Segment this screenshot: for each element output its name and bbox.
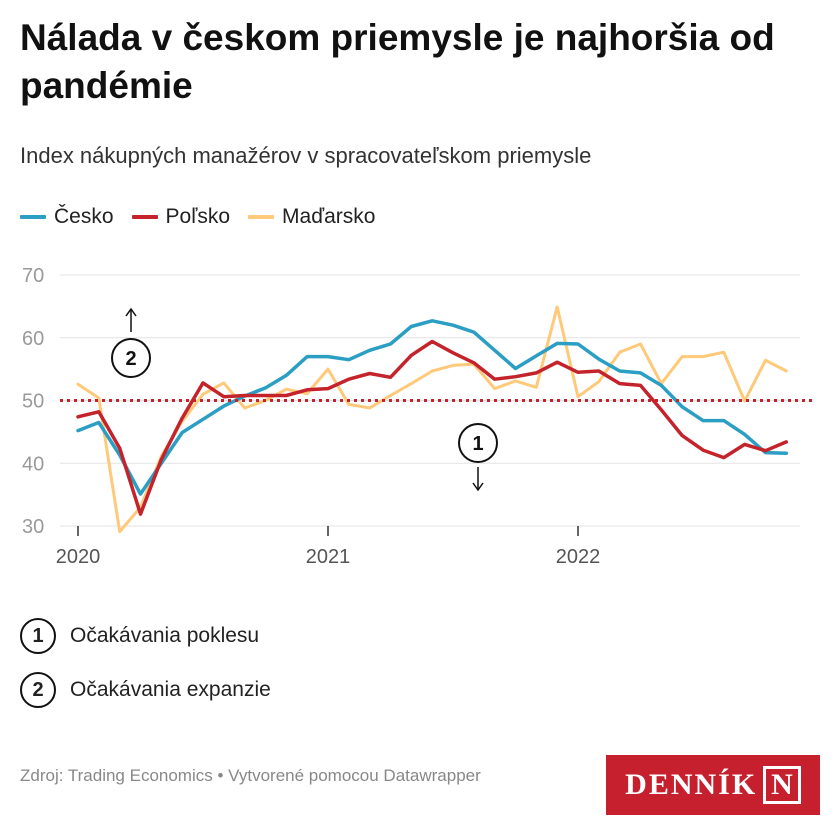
legend-item-cesko: Česko	[20, 205, 114, 229]
annotation-arrowhead-down	[472, 482, 484, 492]
y-tick-label-60: 60	[22, 328, 44, 350]
logo-wordmark: DENNÍK	[625, 768, 758, 801]
x-tick-label-2020: 2020	[56, 546, 101, 568]
y-tick-label-50: 50	[22, 391, 44, 413]
annotation-notes: 1 Očakávania poklesu 2 Očakávania expanz…	[20, 615, 271, 723]
series-line-poľsko	[76, 339, 789, 516]
note-text-expansion: Očakávania expanzie	[70, 678, 271, 701]
note-number-1: 1	[20, 618, 56, 654]
line-chart: 30 40 50 60 70 2020 2021 2022 2 1	[22, 265, 812, 568]
annotation-circle-2	[111, 338, 151, 378]
note-expansion: 2 Očakávania expanzie	[20, 669, 271, 711]
logo-letter-box: N	[763, 766, 801, 804]
legend: Česko Poľsko Maďarsko	[20, 205, 375, 229]
dennik-n-logo[interactable]: DENNÍK N	[606, 755, 820, 815]
annotation-arrowhead-up	[125, 307, 137, 317]
y-tick-label-70: 70	[22, 265, 44, 287]
legend-label-polsko: Poľsko	[165, 205, 231, 228]
legend-label-madarsko: Maďarsko	[282, 205, 376, 228]
series-line-maďarsko	[76, 305, 788, 534]
legend-label-cesko: Česko	[54, 205, 114, 228]
chart-title: Nálada v českom priemysle je najhoršia o…	[20, 17, 775, 106]
y-tick-label-40: 40	[22, 453, 44, 475]
annotation-circle-1	[458, 423, 498, 463]
note-text-decline: Očakávania poklesu	[70, 624, 260, 647]
x-tick-label-2021: 2021	[306, 546, 351, 568]
legend-swatch-polsko	[131, 215, 158, 219]
series-line-česko	[76, 319, 789, 496]
annotation-number-2: 2	[125, 348, 136, 370]
x-tick-label-2022: 2022	[556, 546, 601, 568]
y-tick-label-30: 30	[22, 516, 44, 538]
legend-item-madarsko: Maďarsko	[248, 205, 375, 229]
legend-swatch-madarsko	[248, 215, 275, 219]
note-number-2: 2	[20, 672, 56, 708]
annotation-number-1: 1	[472, 433, 483, 455]
chart-subtitle: Index nákupných manažérov v spracovateľs…	[20, 143, 592, 168]
source-footer: Zdroj: Trading Economics • Vytvorené pom…	[20, 766, 481, 785]
legend-swatch-cesko	[20, 215, 46, 219]
legend-item-polsko: Poľsko	[131, 205, 231, 229]
note-decline: 1 Očakávania poklesu	[20, 615, 271, 657]
